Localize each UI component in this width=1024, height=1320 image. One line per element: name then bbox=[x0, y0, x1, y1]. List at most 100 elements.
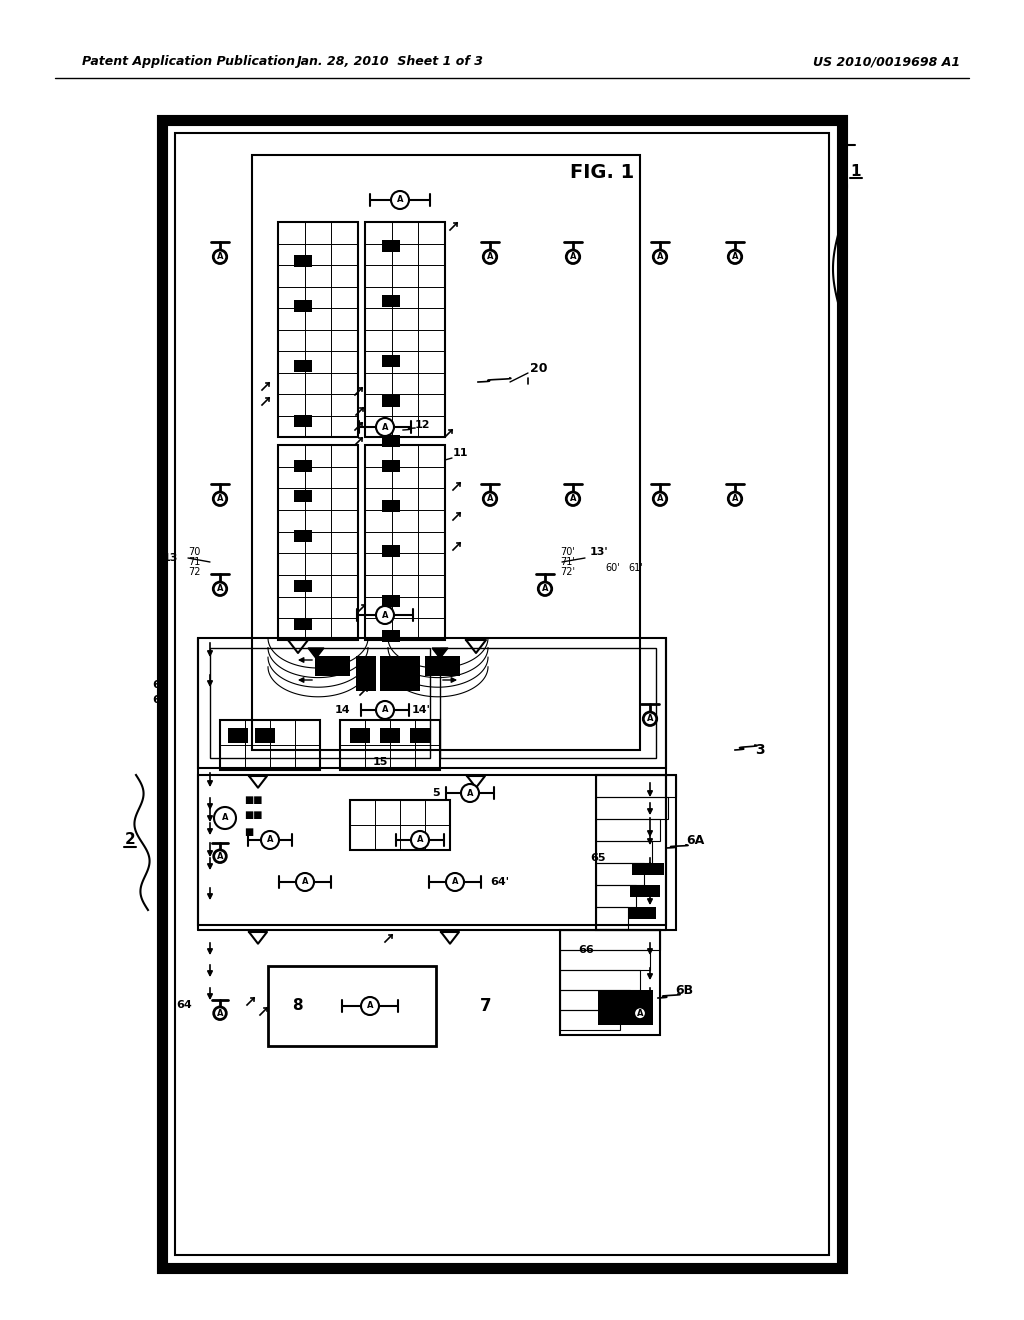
Bar bbox=[294, 490, 312, 502]
Text: 13: 13 bbox=[163, 553, 178, 564]
Circle shape bbox=[483, 249, 497, 264]
Bar bbox=[380, 729, 400, 743]
Circle shape bbox=[376, 606, 394, 624]
Bar bbox=[628, 907, 656, 919]
Circle shape bbox=[213, 582, 226, 595]
Text: 72: 72 bbox=[188, 568, 201, 577]
Bar bbox=[162, 120, 842, 1269]
Text: A: A bbox=[486, 252, 494, 261]
Circle shape bbox=[643, 711, 656, 726]
Bar bbox=[560, 931, 660, 950]
Text: 1: 1 bbox=[850, 165, 860, 180]
Circle shape bbox=[376, 418, 394, 436]
Bar bbox=[560, 950, 650, 970]
Text: 71': 71' bbox=[560, 557, 574, 568]
Circle shape bbox=[728, 492, 741, 506]
Circle shape bbox=[483, 492, 497, 506]
Text: A: A bbox=[302, 878, 308, 887]
Text: 13': 13' bbox=[590, 546, 608, 557]
Bar bbox=[596, 818, 660, 841]
Text: A: A bbox=[222, 813, 228, 822]
Text: 14': 14' bbox=[412, 705, 431, 715]
Bar bbox=[220, 719, 319, 770]
Text: A: A bbox=[732, 494, 738, 503]
Circle shape bbox=[566, 492, 580, 506]
Circle shape bbox=[376, 701, 394, 719]
Bar bbox=[294, 255, 312, 267]
Bar bbox=[598, 990, 653, 1026]
Text: 8: 8 bbox=[292, 998, 303, 1014]
Text: 11: 11 bbox=[453, 447, 469, 458]
Text: ■■: ■■ bbox=[244, 810, 262, 820]
Text: A: A bbox=[266, 836, 273, 845]
Text: 65: 65 bbox=[590, 853, 605, 863]
Text: 60': 60' bbox=[605, 564, 620, 573]
Text: ■■: ■■ bbox=[244, 795, 262, 805]
Text: 6B: 6B bbox=[675, 983, 693, 997]
Bar bbox=[294, 360, 312, 372]
Text: 15: 15 bbox=[373, 756, 388, 767]
Bar bbox=[315, 656, 350, 676]
Bar bbox=[252, 154, 640, 750]
Text: 60: 60 bbox=[153, 680, 168, 690]
Text: 20: 20 bbox=[530, 362, 548, 375]
Circle shape bbox=[446, 873, 464, 891]
Text: ■: ■ bbox=[244, 828, 253, 837]
Bar bbox=[596, 775, 676, 931]
Text: 71: 71 bbox=[188, 557, 201, 568]
Text: FIG. 1: FIG. 1 bbox=[570, 162, 634, 181]
Text: 64: 64 bbox=[176, 1001, 193, 1010]
Text: US 2010/0019698 A1: US 2010/0019698 A1 bbox=[813, 55, 961, 69]
Bar bbox=[382, 630, 400, 642]
Bar bbox=[382, 436, 400, 447]
Bar bbox=[350, 729, 370, 743]
Circle shape bbox=[213, 492, 226, 506]
Text: A: A bbox=[382, 705, 388, 714]
Bar bbox=[198, 775, 666, 925]
Text: A: A bbox=[396, 195, 403, 205]
Bar bbox=[198, 638, 666, 768]
Bar bbox=[268, 966, 436, 1045]
Text: Patent Application Publication: Patent Application Publication bbox=[82, 55, 295, 69]
Text: A: A bbox=[217, 252, 223, 261]
Circle shape bbox=[461, 784, 479, 803]
Text: 2: 2 bbox=[125, 833, 136, 847]
Bar bbox=[560, 990, 630, 1010]
Bar bbox=[294, 459, 312, 473]
Polygon shape bbox=[432, 648, 449, 659]
Circle shape bbox=[361, 997, 379, 1015]
Text: A: A bbox=[367, 1002, 374, 1011]
Text: A: A bbox=[417, 836, 423, 845]
Bar bbox=[596, 884, 636, 907]
Bar bbox=[632, 863, 664, 875]
Text: 64': 64' bbox=[490, 876, 509, 887]
Text: A: A bbox=[382, 422, 388, 432]
Text: 7: 7 bbox=[480, 997, 492, 1015]
Polygon shape bbox=[308, 648, 324, 659]
Circle shape bbox=[653, 249, 667, 264]
Bar bbox=[596, 775, 676, 797]
Bar bbox=[294, 579, 312, 591]
Bar bbox=[382, 500, 400, 512]
Circle shape bbox=[261, 832, 279, 849]
Bar bbox=[380, 656, 420, 690]
Bar bbox=[560, 1010, 620, 1030]
Bar bbox=[278, 445, 358, 640]
Bar bbox=[365, 222, 445, 437]
Circle shape bbox=[391, 191, 409, 209]
Circle shape bbox=[214, 850, 226, 862]
Bar bbox=[410, 729, 430, 743]
Bar bbox=[278, 222, 358, 437]
Bar bbox=[382, 294, 400, 308]
Text: A: A bbox=[382, 610, 388, 619]
Bar bbox=[294, 414, 312, 426]
Text: 12: 12 bbox=[415, 420, 430, 430]
Bar bbox=[340, 719, 440, 770]
Text: A: A bbox=[542, 585, 548, 593]
Bar bbox=[630, 884, 660, 898]
Text: A: A bbox=[217, 851, 223, 861]
Text: A: A bbox=[656, 494, 664, 503]
Circle shape bbox=[728, 249, 741, 264]
Bar bbox=[596, 863, 644, 884]
Text: A: A bbox=[647, 714, 653, 723]
